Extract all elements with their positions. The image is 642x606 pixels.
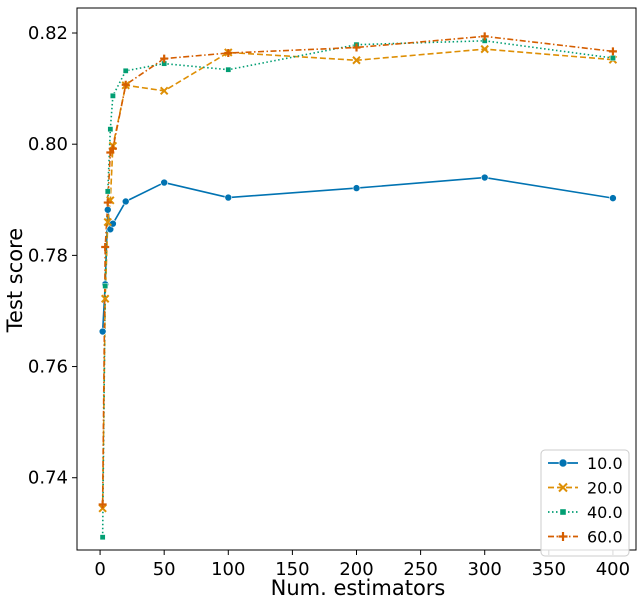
data-point bbox=[224, 193, 233, 202]
data-point bbox=[121, 197, 130, 206]
legend-label: 60.0 bbox=[587, 528, 623, 547]
axes: 0 50 100 150 200 250 300 350 400 0.74 0.76 0.78 0.80… bbox=[28, 7, 637, 580]
data-point bbox=[102, 283, 109, 289]
legend-marker bbox=[559, 508, 567, 516]
y-tick-label: 0.74 bbox=[28, 468, 68, 489]
series-line-2 bbox=[101, 39, 614, 538]
data-point bbox=[480, 173, 489, 182]
series-line-0 bbox=[101, 176, 614, 332]
series-markers bbox=[98, 32, 618, 541]
legend-marker bbox=[558, 458, 568, 468]
legend-marker bbox=[558, 482, 568, 493]
data-point bbox=[352, 184, 361, 192]
data-point bbox=[121, 80, 130, 89]
x-tick-label: 250 bbox=[403, 559, 437, 580]
data-point bbox=[608, 47, 617, 56]
x-tick-label: 300 bbox=[468, 559, 502, 580]
data-point bbox=[480, 32, 489, 41]
y-axis-label: Test score bbox=[3, 228, 27, 333]
data-point bbox=[122, 67, 129, 74]
y-tick-label: 0.76 bbox=[28, 357, 68, 378]
data-point bbox=[110, 93, 116, 99]
data-point bbox=[98, 500, 107, 509]
legend-label: 40.0 bbox=[587, 503, 623, 522]
data-point bbox=[480, 44, 489, 54]
x-tick-label: 200 bbox=[339, 559, 373, 580]
data-point bbox=[103, 205, 112, 214]
legend-label: 10.0 bbox=[587, 454, 623, 473]
series-line-3 bbox=[101, 35, 614, 505]
legend-label: 20.0 bbox=[587, 479, 623, 498]
y-tick-label: 0.78 bbox=[28, 245, 68, 266]
series-line-1 bbox=[101, 48, 613, 509]
data-point bbox=[225, 66, 232, 73]
x-tick-label: 50 bbox=[153, 559, 176, 580]
data-point bbox=[108, 144, 117, 153]
data-point bbox=[352, 43, 361, 52]
x-tick-label: 150 bbox=[275, 559, 309, 580]
data-point bbox=[103, 198, 112, 207]
data-point bbox=[609, 194, 617, 202]
data-point bbox=[98, 327, 107, 336]
data-point bbox=[103, 217, 112, 227]
x-tick-label: 350 bbox=[532, 559, 566, 580]
y-tick-label: 0.80 bbox=[28, 134, 68, 155]
series-lines bbox=[101, 35, 614, 538]
data-point bbox=[104, 188, 111, 195]
data-point bbox=[160, 54, 169, 63]
data-point bbox=[610, 55, 616, 61]
x-tick-label: 0 bbox=[94, 559, 105, 580]
legend: 10.0 20.0 40.0 60.0 bbox=[540, 449, 630, 557]
data-point bbox=[99, 534, 106, 541]
data-point bbox=[159, 86, 169, 96]
data-point bbox=[101, 243, 110, 252]
data-point bbox=[107, 126, 114, 133]
y-tick-label: 0.82 bbox=[28, 23, 68, 44]
x-tick-label: 100 bbox=[211, 559, 245, 580]
x-tick-label: 400 bbox=[596, 559, 630, 580]
legend-marker bbox=[558, 532, 568, 541]
x-axis-label: Num. estimators bbox=[271, 576, 446, 600]
data-point bbox=[160, 178, 168, 187]
data-point bbox=[352, 56, 361, 65]
data-point bbox=[100, 294, 110, 303]
data-point bbox=[224, 49, 233, 58]
legend-box bbox=[540, 449, 630, 557]
